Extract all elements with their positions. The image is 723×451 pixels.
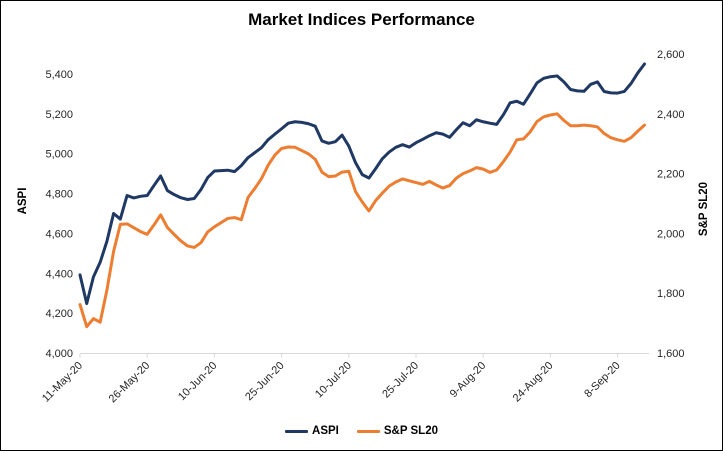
- legend-label-aspi: ASPI: [312, 425, 339, 437]
- left-y-tick-label: 4,000: [45, 348, 73, 360]
- chart-legend: ASPI S&P SL20: [1, 425, 722, 437]
- x-tick-label: 10-Jun-20: [176, 360, 220, 404]
- legend-item-spsl20: S&P SL20: [356, 425, 438, 437]
- x-tick-label: 11-May-20: [40, 360, 85, 405]
- right-y-tick-label: 2,000: [657, 228, 685, 240]
- left-y-tick-label: 5,200: [45, 109, 73, 121]
- left-y-tick-label: 4,800: [45, 189, 73, 201]
- x-tick-label: 25-Jun-20: [243, 360, 287, 404]
- x-tick-label: 24-Aug-20: [511, 360, 556, 405]
- x-tick-label: 9-Aug-20: [448, 360, 488, 400]
- chart-title: Market Indices Performance: [248, 10, 475, 29]
- right-y-tick-label: 1,600: [657, 348, 685, 360]
- legend-label-spsl20: S&P SL20: [383, 425, 438, 437]
- left-y-tick-label: 4,400: [45, 268, 73, 280]
- x-tick-label: 8-Sep-20: [582, 360, 622, 400]
- spsl20-line: [78, 112, 646, 329]
- legend-item-aspi: ASPI: [285, 425, 339, 437]
- x-tick-label: 10-Jul-20: [313, 360, 354, 401]
- right-y-tick-label: 2,600: [657, 49, 685, 61]
- aspi-line-swatch: [285, 429, 309, 433]
- right-y-tick-label: 2,200: [657, 169, 685, 181]
- x-tick-label: 26-May-20: [107, 360, 153, 406]
- aspi-line: [78, 62, 646, 306]
- left-y-tick-label: 5,400: [45, 69, 73, 81]
- right-y-tick-label: 2,400: [657, 109, 685, 121]
- left-y-tick-label: 5,000: [45, 149, 73, 161]
- spsl20-line-swatch: [356, 429, 380, 433]
- left-y-tick-label: 4,200: [45, 308, 73, 320]
- x-tick-label: 25-Jul-20: [380, 360, 421, 401]
- left-y-tick-label: 4,600: [45, 228, 73, 240]
- right-y-tick-label: 1,800: [657, 288, 685, 300]
